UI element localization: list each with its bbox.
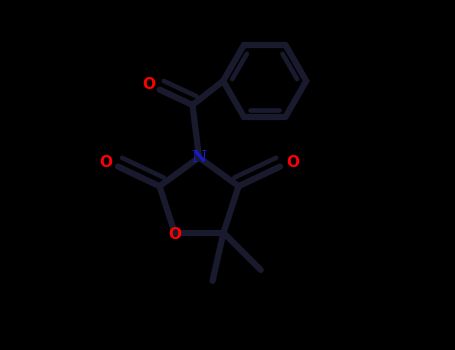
Text: O: O (168, 228, 181, 242)
Text: O: O (142, 77, 155, 92)
Text: O: O (286, 155, 299, 170)
Text: O: O (99, 155, 112, 170)
Text: N: N (192, 149, 207, 166)
